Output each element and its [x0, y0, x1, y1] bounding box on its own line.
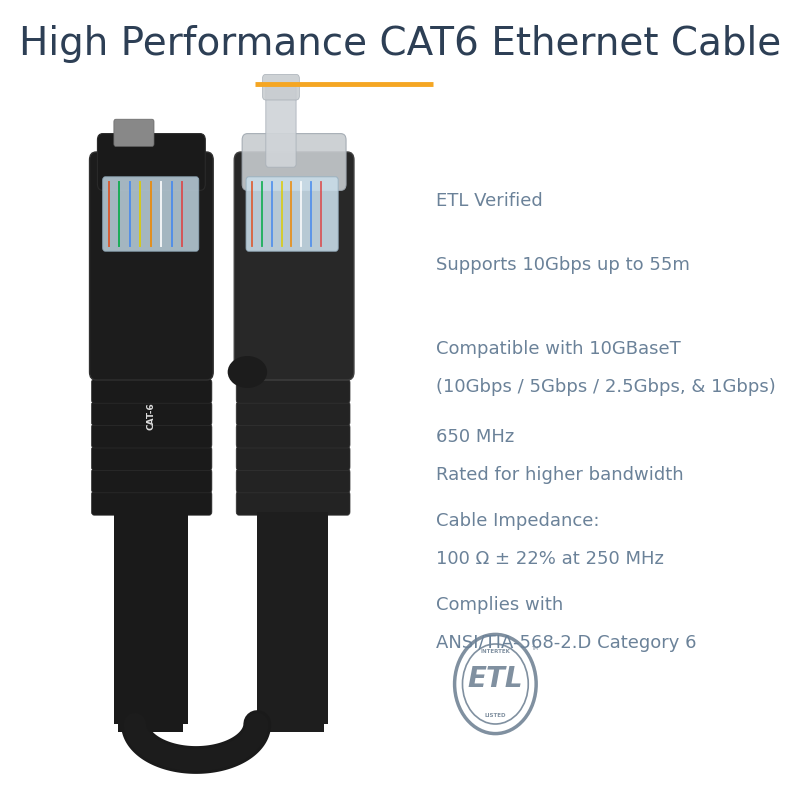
FancyBboxPatch shape — [91, 446, 212, 470]
FancyBboxPatch shape — [246, 177, 338, 251]
Text: Compatible with 10GBaseT: Compatible with 10GBaseT — [436, 340, 681, 358]
Text: ETL Verified: ETL Verified — [436, 192, 543, 210]
Text: Supports 10Gbps up to 55m: Supports 10Gbps up to 55m — [436, 256, 690, 274]
Text: CAT-6: CAT-6 — [147, 402, 156, 430]
Text: TM: TM — [531, 646, 538, 650]
FancyBboxPatch shape — [91, 379, 212, 403]
Text: Cable Impedance:: Cable Impedance: — [436, 512, 600, 530]
Bar — [114, 512, 187, 724]
FancyBboxPatch shape — [102, 177, 198, 251]
FancyBboxPatch shape — [266, 85, 296, 167]
Text: 100 Ω ± 22% at 250 MHz: 100 Ω ± 22% at 250 MHz — [436, 550, 664, 568]
FancyBboxPatch shape — [114, 119, 154, 146]
Text: LISTED: LISTED — [485, 713, 506, 718]
FancyBboxPatch shape — [236, 446, 350, 470]
FancyBboxPatch shape — [90, 152, 213, 380]
FancyBboxPatch shape — [236, 424, 350, 448]
FancyBboxPatch shape — [242, 134, 346, 190]
Bar — [258, 512, 328, 724]
Text: Complies with: Complies with — [436, 596, 563, 614]
FancyBboxPatch shape — [236, 402, 350, 426]
Text: High Performance CAT6 Ethernet Cable: High Performance CAT6 Ethernet Cable — [19, 25, 781, 63]
FancyBboxPatch shape — [262, 74, 299, 100]
FancyBboxPatch shape — [234, 152, 354, 380]
Bar — [262, 704, 324, 732]
Text: Rated for higher bandwidth: Rated for higher bandwidth — [436, 466, 684, 484]
Text: 650 MHz: 650 MHz — [436, 428, 514, 446]
Text: (10Gbps / 5Gbps / 2.5Gbps, & 1Gbps): (10Gbps / 5Gbps / 2.5Gbps, & 1Gbps) — [436, 378, 776, 397]
FancyBboxPatch shape — [91, 424, 212, 448]
FancyBboxPatch shape — [91, 491, 212, 515]
FancyBboxPatch shape — [236, 491, 350, 515]
Bar — [118, 704, 183, 732]
FancyBboxPatch shape — [236, 379, 350, 403]
Text: INTERTEK: INTERTEK — [481, 649, 510, 654]
Ellipse shape — [228, 356, 267, 388]
Text: ANSI/TIA-568-2.D Category 6: ANSI/TIA-568-2.D Category 6 — [436, 634, 697, 653]
FancyBboxPatch shape — [91, 402, 212, 426]
FancyBboxPatch shape — [236, 469, 350, 493]
Text: ETL: ETL — [468, 666, 523, 693]
FancyBboxPatch shape — [98, 134, 206, 190]
FancyBboxPatch shape — [91, 469, 212, 493]
